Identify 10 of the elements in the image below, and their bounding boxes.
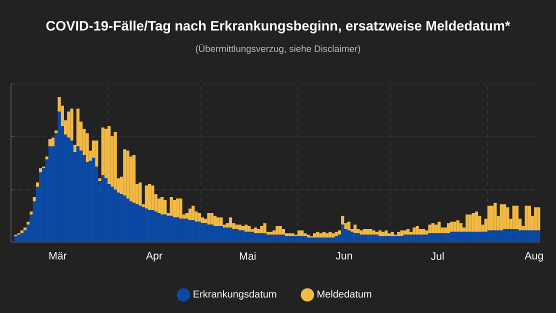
x-tick-label: Mai	[240, 252, 256, 260]
legend-label: Meldedatum	[318, 290, 372, 298]
x-tick-label: Jul	[430, 252, 444, 260]
x-tick-label: Mär	[49, 252, 67, 260]
x-tick-label: Apr	[146, 252, 162, 262]
x-tick-label: Jun	[336, 252, 352, 260]
chart-title: COVID-19-Fälle/Tag nach Erkrankungsbeginn, ersatzweise Meldedatum*	[46, 20, 510, 34]
chart-subtitle: (Übermittlungsverzug, siehe Disclaimer)	[196, 44, 360, 54]
x-tick-label: Aug	[524, 252, 543, 262]
legend-label: Erkrankungsdatum	[194, 290, 276, 300]
